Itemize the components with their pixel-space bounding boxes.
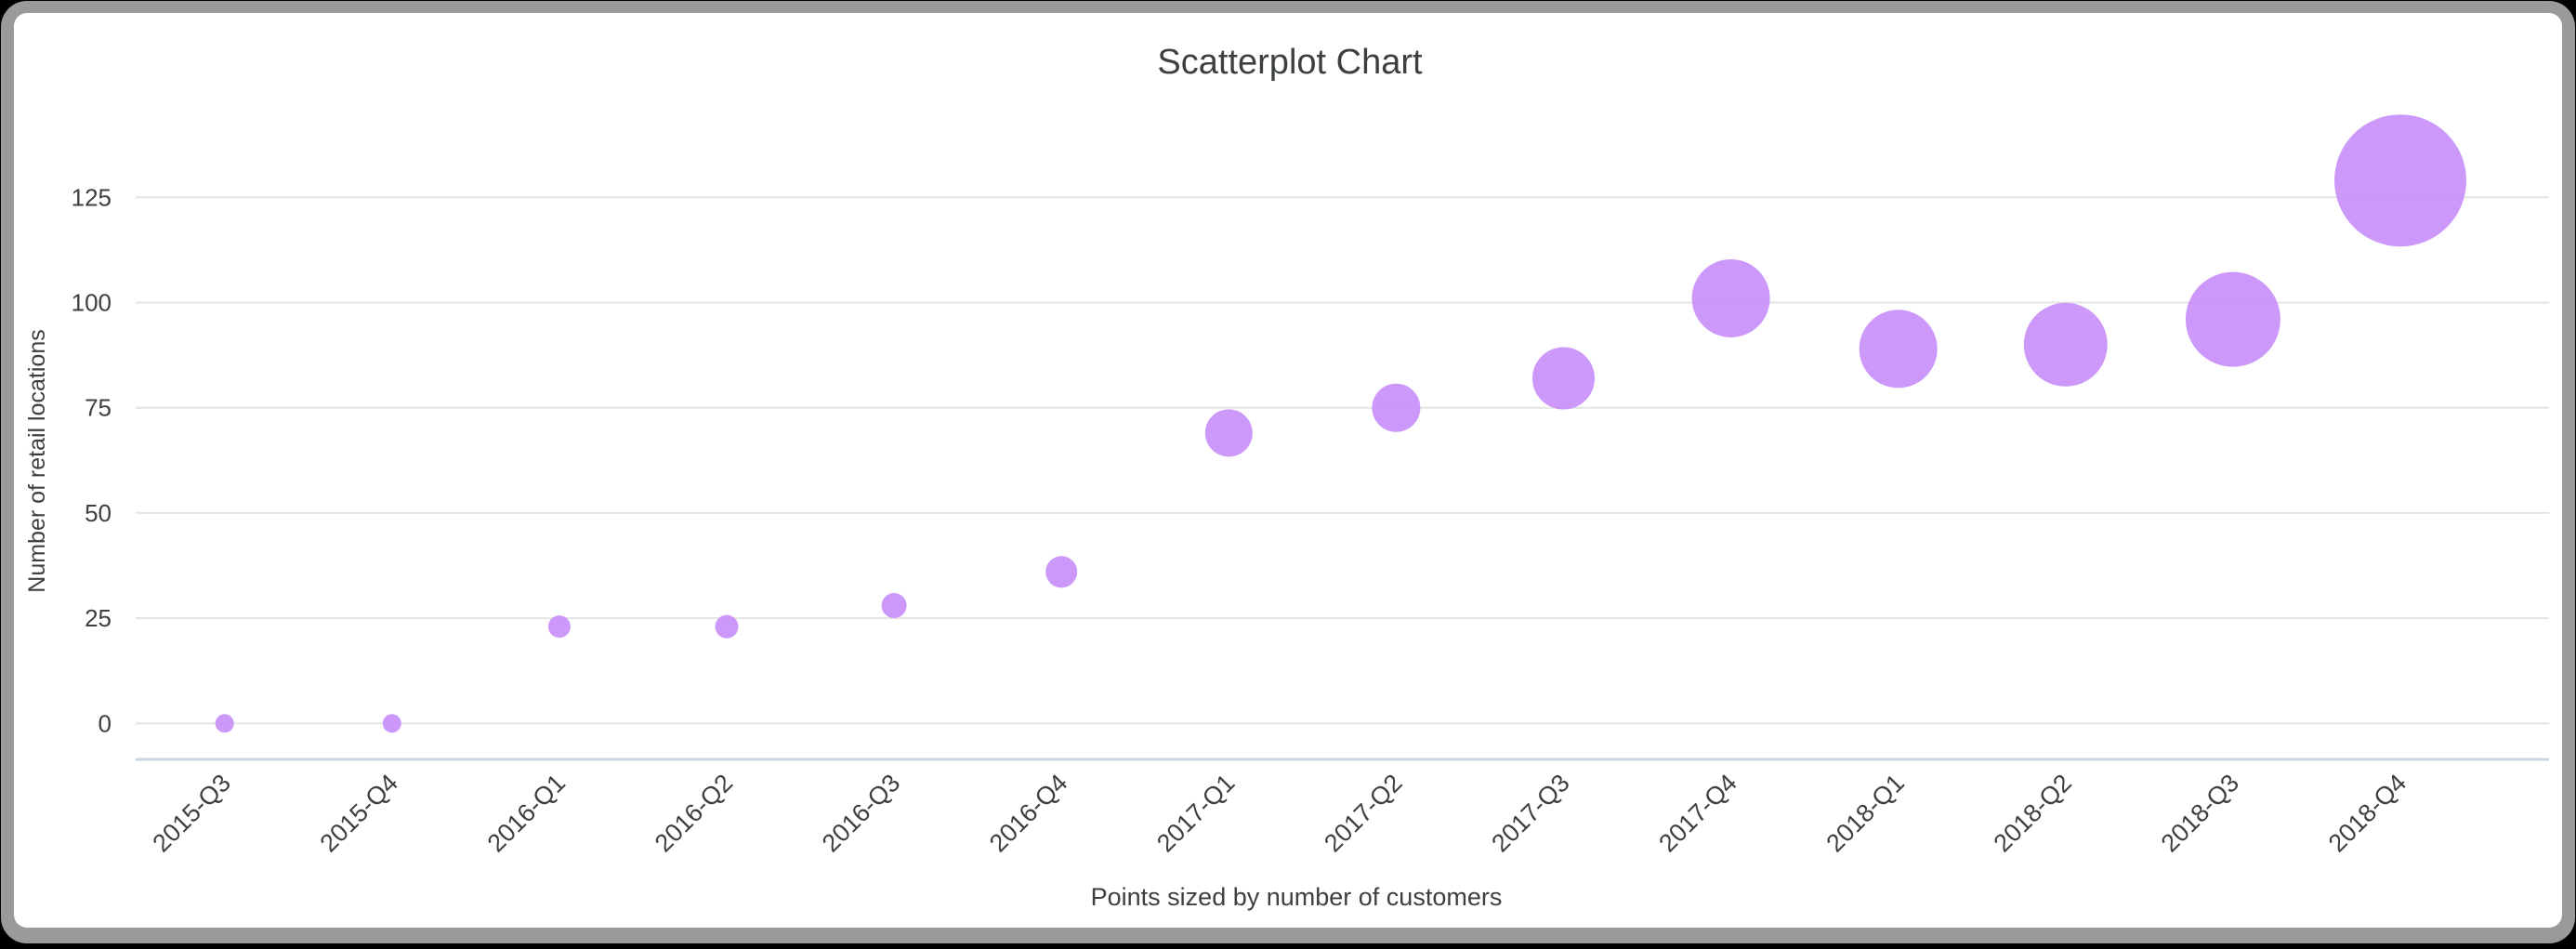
data-point-bubble[interactable] [547, 615, 571, 639]
data-point-bubble[interactable] [1372, 383, 1421, 432]
y-axis-label-layer: 0 25 50 75 100 125 [72, 183, 112, 737]
chart-title: Scatterplot Chart [1157, 43, 1423, 82]
y-tick-label: 75 [85, 394, 112, 422]
data-point-bubble[interactable] [2334, 114, 2466, 247]
y-tick-label: 0 [99, 709, 112, 737]
data-point-bubble[interactable] [2023, 302, 2108, 387]
data-point-layer [215, 114, 2466, 733]
data-point-bubble[interactable] [1532, 347, 1595, 410]
data-point-bubble[interactable] [2185, 271, 2280, 367]
y-axis-title: Number of retail locations [24, 329, 50, 592]
y-tick-label: 50 [85, 499, 112, 527]
chart-caption: Points sized by number of customers [1091, 883, 1503, 911]
data-point-bubble[interactable] [1691, 258, 1770, 337]
gridline-layer [136, 196, 2549, 761]
data-point-bubble[interactable] [1859, 310, 1938, 389]
data-point-bubble[interactable] [382, 714, 401, 733]
y-tick-label: 125 [72, 183, 112, 211]
data-point-bubble[interactable] [1045, 556, 1078, 588]
card-surface [14, 13, 2562, 928]
data-point-bubble[interactable] [715, 614, 739, 639]
y-tick-label: 25 [85, 604, 112, 632]
y-tick-label: 100 [72, 289, 112, 317]
data-point-bubble[interactable] [881, 593, 907, 619]
data-point-bubble[interactable] [1204, 409, 1253, 457]
data-point-bubble[interactable] [215, 714, 234, 733]
